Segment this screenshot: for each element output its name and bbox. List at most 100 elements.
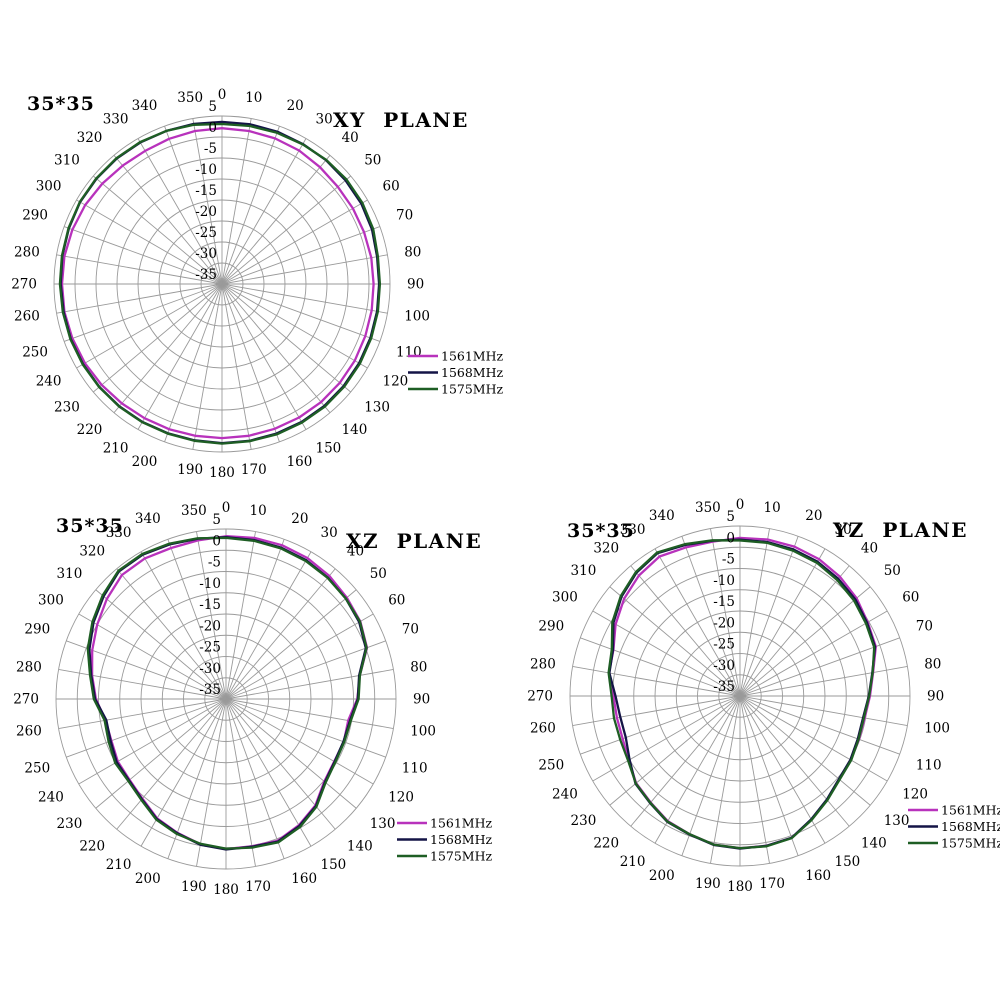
angle-tick-label: 250 xyxy=(22,345,48,361)
grid-spoke xyxy=(221,118,252,285)
grid-spoke xyxy=(225,640,386,700)
angle-tick-label: 0 xyxy=(218,87,227,103)
radial-tick-label: -15 xyxy=(199,597,221,613)
angle-tick-label: 320 xyxy=(77,130,103,146)
angle-tick-label: 0 xyxy=(736,497,745,513)
grid-spoke xyxy=(221,125,280,285)
radial-tick-label: -20 xyxy=(199,618,221,634)
grid-spoke xyxy=(116,698,227,830)
grid-spoke xyxy=(739,565,850,697)
angle-tick-label: 30 xyxy=(835,522,852,538)
size-label: 35*35 xyxy=(27,93,95,115)
grid-spoke xyxy=(225,698,386,758)
series-curve-1575MHz xyxy=(58,122,382,445)
angle-tick-label: 200 xyxy=(649,868,675,884)
grid-spoke xyxy=(592,695,741,782)
grid-spoke xyxy=(95,698,227,809)
grid-spoke xyxy=(76,199,223,285)
series-curve-1575MHz xyxy=(86,536,368,850)
grid-spoke xyxy=(167,539,227,700)
angle-tick-label: 10 xyxy=(245,90,262,106)
radial-tick-label: -5 xyxy=(722,552,735,568)
radial-tick-label: -15 xyxy=(713,594,735,610)
legend-label-1561MHz: 1561MHz xyxy=(441,349,504,364)
angle-tick-label: 300 xyxy=(552,590,578,606)
grid-spoke xyxy=(221,138,307,285)
angle-tick-label: 90 xyxy=(413,692,430,708)
angle-tick-label: 10 xyxy=(764,500,781,516)
angle-tick-label: 320 xyxy=(79,543,105,559)
angle-tick-label: 230 xyxy=(54,400,80,416)
grid-spoke xyxy=(221,283,307,430)
grid-spoke xyxy=(58,669,227,700)
angle-tick-label: 170 xyxy=(245,879,271,895)
angle-tick-label: 330 xyxy=(103,112,129,128)
angle-tick-label: 240 xyxy=(552,787,578,803)
radial-tick-label: -10 xyxy=(195,162,217,178)
grid-spoke xyxy=(56,283,223,314)
grid-spoke xyxy=(739,695,770,864)
angle-tick-label: 220 xyxy=(77,422,103,438)
radial-tick-labels: 5 0 -5 -10 -15 -20 -25 -30 -35 xyxy=(199,512,221,698)
angle-tick-label: 300 xyxy=(38,593,64,609)
chart-title: YZ PLANE xyxy=(832,518,968,542)
radial-tick-label: -10 xyxy=(713,573,735,589)
grid-spoke xyxy=(225,698,374,785)
angle-tick-label: 350 xyxy=(181,503,207,519)
polar-chart-xy: 0 102030405060708090100110120130140150160… xyxy=(11,87,503,481)
angle-tick-label: 240 xyxy=(36,374,62,390)
grid-spoke xyxy=(654,695,741,844)
grid-spoke xyxy=(592,610,741,697)
series-curves xyxy=(607,536,877,850)
radial-tick-label: -20 xyxy=(195,204,217,220)
legend-label-1568MHz: 1568MHz xyxy=(430,832,493,847)
angle-tick-label: 130 xyxy=(370,816,396,832)
legend-label-1568MHz: 1568MHz xyxy=(941,819,1000,834)
angle-tick-label: 350 xyxy=(177,90,203,106)
angle-tick-label: 320 xyxy=(593,540,619,556)
grid-spoke xyxy=(56,254,223,285)
series-curves xyxy=(86,535,369,851)
angle-tick-label: 130 xyxy=(364,400,390,416)
angle-tick-label: 20 xyxy=(291,511,308,527)
angle-tick-label: 240 xyxy=(38,790,64,806)
grid-spoke xyxy=(225,589,357,700)
grid-spoke xyxy=(95,589,227,700)
angle-tick-label: 180 xyxy=(727,879,753,895)
angle-tick-label: 220 xyxy=(593,836,619,852)
angle-tick-label: 130 xyxy=(884,813,910,829)
grid-spoke xyxy=(221,283,252,450)
angle-tick-label: 110 xyxy=(396,345,422,361)
angle-tick-label: 50 xyxy=(884,563,901,579)
angle-tick-label: 80 xyxy=(924,656,941,672)
series-curves xyxy=(58,120,382,445)
angle-tick-label: 160 xyxy=(805,868,831,884)
angle-tick-label: 30 xyxy=(316,112,333,128)
angle-tick-label: 110 xyxy=(402,760,428,776)
angle-tick-label: 260 xyxy=(14,308,40,324)
angle-tick-label: 150 xyxy=(835,854,861,870)
grid-spoke xyxy=(739,695,799,856)
grid-spoke xyxy=(225,568,336,700)
grid-spoke xyxy=(221,283,381,342)
angle-tick-label: 120 xyxy=(902,787,928,803)
polar-grid xyxy=(55,528,397,870)
angle-tick-label: 70 xyxy=(396,207,413,223)
angle-tick-label: 0 xyxy=(222,500,231,516)
grid-spoke xyxy=(221,226,381,285)
legend-label-1575MHz: 1575MHz xyxy=(441,382,504,397)
angle-tick-label: 40 xyxy=(861,540,878,556)
grid-spoke xyxy=(225,698,312,847)
grid-spoke xyxy=(681,536,741,697)
angle-tick-label: 310 xyxy=(57,566,83,582)
angle-tick-label: 210 xyxy=(103,441,129,457)
radial-tick-label: -35 xyxy=(713,679,735,695)
angle-tick-label: 60 xyxy=(383,179,400,195)
angle-tick-label: 70 xyxy=(916,619,933,635)
grid-spoke xyxy=(739,536,799,697)
grid-spoke xyxy=(225,539,285,700)
angle-tick-label: 280 xyxy=(16,659,42,675)
angle-tick-label: 280 xyxy=(530,656,556,672)
